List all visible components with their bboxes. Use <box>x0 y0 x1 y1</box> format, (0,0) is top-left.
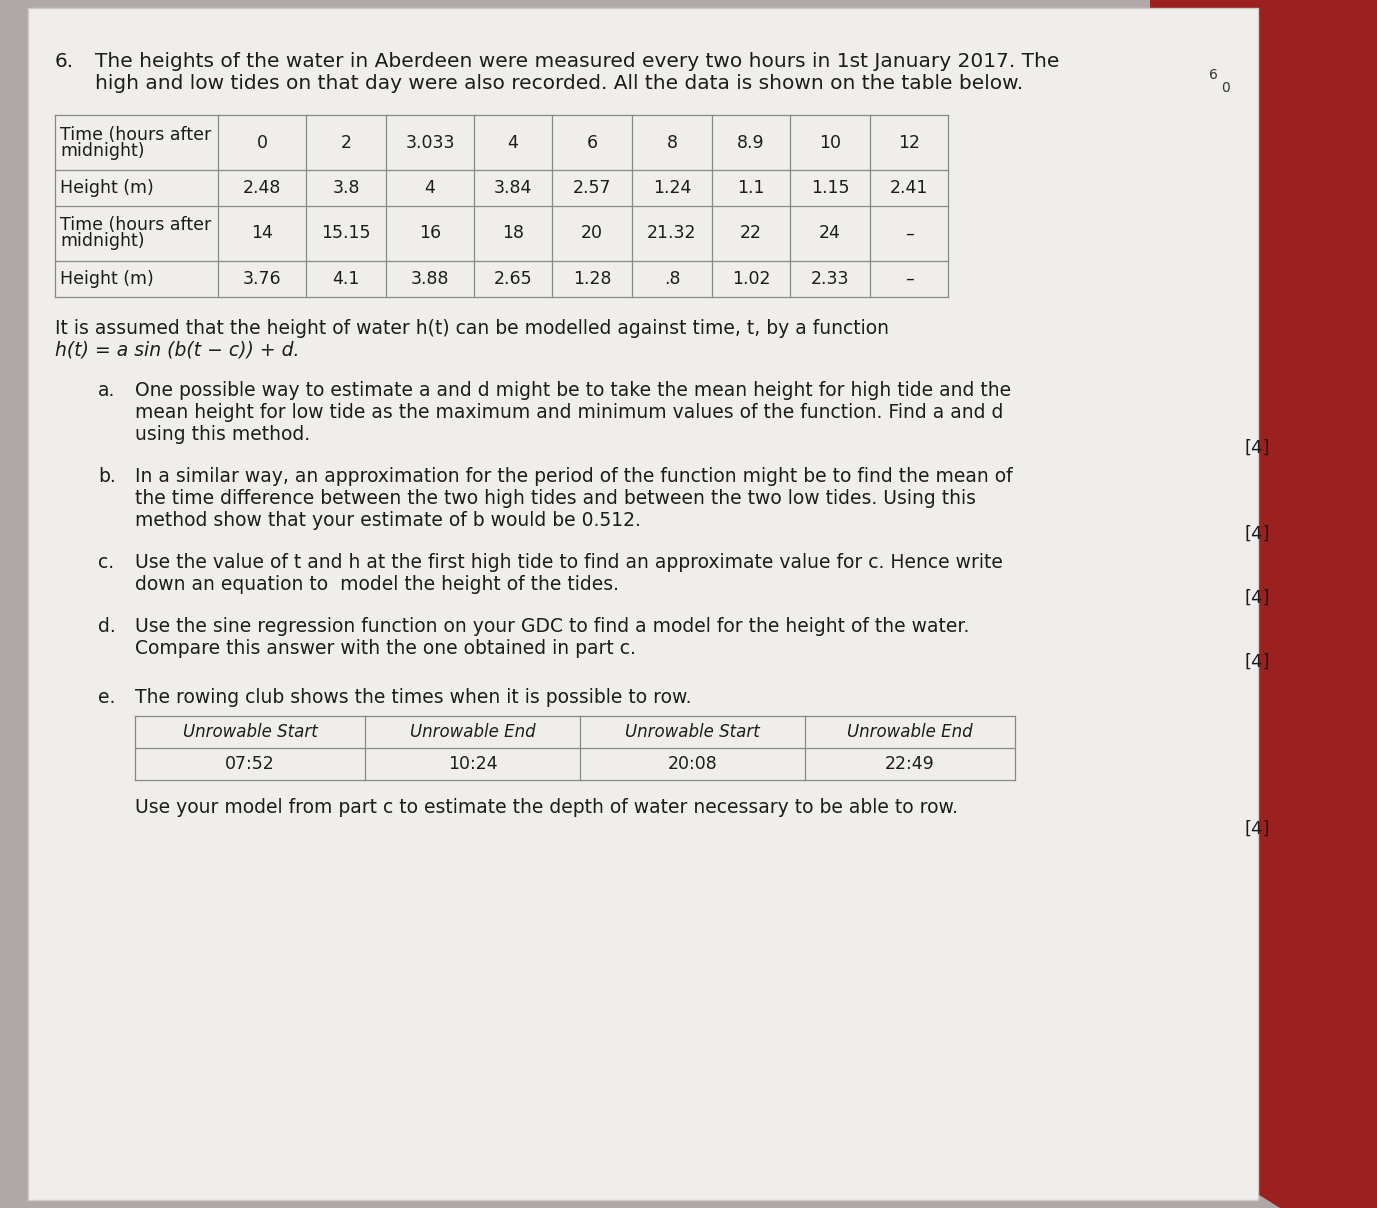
Text: high and low tides on that day were also recorded. All the data is shown on the : high and low tides on that day were also… <box>95 74 1023 93</box>
Text: 24: 24 <box>819 225 841 243</box>
Text: 0: 0 <box>1220 81 1230 95</box>
Text: 3.88: 3.88 <box>410 271 449 288</box>
Text: 10: 10 <box>819 134 841 151</box>
Text: Height (m): Height (m) <box>61 271 154 288</box>
Text: 1.02: 1.02 <box>731 271 770 288</box>
Text: midnight): midnight) <box>61 232 145 250</box>
Text: It is assumed that the height of water h(t) can be modelled against time, t, by : It is assumed that the height of water h… <box>55 319 890 338</box>
Text: 2.57: 2.57 <box>573 179 611 197</box>
Text: In a similar way, an approximation for the period of the function might be to fi: In a similar way, an approximation for t… <box>135 467 1012 486</box>
Text: Use the value of t and h at the first high tide to find an approximate value for: Use the value of t and h at the first hi… <box>135 553 1002 573</box>
Text: d.: d. <box>98 617 116 635</box>
Text: 2.48: 2.48 <box>242 179 281 197</box>
Text: 2.33: 2.33 <box>811 271 850 288</box>
Text: One possible way to estimate a and d might be to take the mean height for high t: One possible way to estimate a and d mig… <box>135 381 1011 400</box>
Text: Unrowable Start: Unrowable Start <box>625 724 760 741</box>
Text: e.: e. <box>98 689 116 707</box>
Text: –: – <box>905 225 913 243</box>
Text: 6: 6 <box>587 134 598 151</box>
Text: 8.9: 8.9 <box>737 134 764 151</box>
Text: 10:24: 10:24 <box>448 755 497 773</box>
Text: 4: 4 <box>508 134 518 151</box>
Text: 14: 14 <box>251 225 273 243</box>
Text: [4]: [4] <box>1245 525 1270 544</box>
Text: method show that your estimate of b would be 0.512.: method show that your estimate of b woul… <box>135 511 640 530</box>
Text: 3.76: 3.76 <box>242 271 281 288</box>
Text: 0: 0 <box>256 134 267 151</box>
Text: 12: 12 <box>898 134 920 151</box>
Text: mean height for low tide as the maximum and minimum values of the function. Find: mean height for low tide as the maximum … <box>135 403 1004 422</box>
Text: 1.15: 1.15 <box>811 179 850 197</box>
Text: down an equation to  model the height of the tides.: down an equation to model the height of … <box>135 575 620 594</box>
Text: using this method.: using this method. <box>135 425 310 445</box>
Text: 07:52: 07:52 <box>224 755 275 773</box>
Text: c.: c. <box>98 553 114 573</box>
Text: The heights of the water in Aberdeen were measured every two hours in 1st Januar: The heights of the water in Aberdeen wer… <box>95 52 1059 71</box>
Text: [4]: [4] <box>1245 820 1270 838</box>
FancyBboxPatch shape <box>28 8 1259 1200</box>
Text: h(t) = a sin (b(t − c)) + d.: h(t) = a sin (b(t − c)) + d. <box>55 341 300 360</box>
Text: midnight): midnight) <box>61 141 145 159</box>
Text: [4]: [4] <box>1245 590 1270 606</box>
Text: b.: b. <box>98 467 116 486</box>
Text: 2: 2 <box>340 134 351 151</box>
Text: the time difference between the two high tides and between the two low tides. Us: the time difference between the two high… <box>135 489 976 509</box>
Text: Time (hours after: Time (hours after <box>61 216 211 234</box>
Text: 3.8: 3.8 <box>332 179 359 197</box>
Text: 6.: 6. <box>55 52 74 71</box>
Text: 2.41: 2.41 <box>890 179 928 197</box>
Text: a.: a. <box>98 381 116 400</box>
Text: .8: .8 <box>664 271 680 288</box>
Text: 8: 8 <box>666 134 677 151</box>
Text: 4.1: 4.1 <box>332 271 359 288</box>
Text: 3.033: 3.033 <box>405 134 454 151</box>
Text: 20:08: 20:08 <box>668 755 717 773</box>
Text: The rowing club shows the times when it is possible to row.: The rowing club shows the times when it … <box>135 689 691 707</box>
Text: 16: 16 <box>419 225 441 243</box>
Text: Compare this answer with the one obtained in part c.: Compare this answer with the one obtaine… <box>135 639 636 658</box>
Text: –: – <box>905 271 913 288</box>
Text: 3.84: 3.84 <box>494 179 532 197</box>
Text: Unrowable Start: Unrowable Start <box>183 724 317 741</box>
Text: 4: 4 <box>424 179 435 197</box>
Text: 21.32: 21.32 <box>647 225 697 243</box>
Text: 1.24: 1.24 <box>653 179 691 197</box>
Text: 1.28: 1.28 <box>573 271 611 288</box>
Text: Use your model from part c to estimate the depth of water necessary to be able t: Use your model from part c to estimate t… <box>135 798 958 817</box>
Text: Use the sine regression function on your GDC to find a model for the height of t: Use the sine regression function on your… <box>135 617 969 635</box>
Text: [4]: [4] <box>1245 654 1270 670</box>
Text: Unrowable End: Unrowable End <box>847 724 972 741</box>
Text: 22: 22 <box>739 225 761 243</box>
Text: 15.15: 15.15 <box>321 225 370 243</box>
Text: 6: 6 <box>1209 68 1217 82</box>
Text: 18: 18 <box>503 225 525 243</box>
Text: 22:49: 22:49 <box>885 755 935 773</box>
Text: [4]: [4] <box>1245 439 1270 457</box>
Polygon shape <box>1150 0 1377 1208</box>
Text: Height (m): Height (m) <box>61 179 154 197</box>
Text: 20: 20 <box>581 225 603 243</box>
Text: 1.1: 1.1 <box>737 179 764 197</box>
Text: 2.65: 2.65 <box>494 271 533 288</box>
Text: Time (hours after: Time (hours after <box>61 126 211 144</box>
Text: Unrowable End: Unrowable End <box>410 724 536 741</box>
